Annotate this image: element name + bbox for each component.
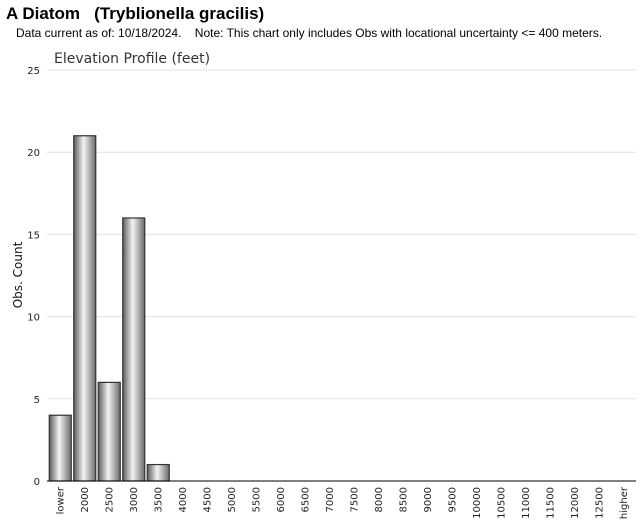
x-tick-label: 11500 <box>545 487 556 519</box>
bar <box>97 381 121 482</box>
bar <box>73 135 97 482</box>
x-tick-label: 9000 <box>423 487 434 512</box>
x-tick-label: 5000 <box>227 487 238 512</box>
x-tick-label: lower <box>55 486 66 514</box>
x-tick-label: 7000 <box>325 487 336 512</box>
y-tick-label: 25 <box>27 66 40 77</box>
x-tick-label: 4000 <box>178 487 189 512</box>
y-tick-label: 0 <box>34 477 40 488</box>
x-tick-label: 10000 <box>472 487 483 519</box>
y-tick-label: 10 <box>27 313 40 324</box>
x-tick-label: 2500 <box>104 487 115 512</box>
y-tick-label: 15 <box>27 230 40 241</box>
x-tick-label: 4500 <box>202 487 213 512</box>
y-tick-label: 5 <box>34 395 40 406</box>
x-tick-label: 12000 <box>570 487 581 519</box>
bar <box>146 463 170 482</box>
bar <box>48 414 72 482</box>
x-tick-label: 9500 <box>447 487 458 512</box>
y-tick-label: 20 <box>27 148 40 159</box>
x-tick-label: 7500 <box>349 487 360 512</box>
y-axis-label: Obs. Count <box>11 241 25 308</box>
bar <box>122 217 146 482</box>
x-tick-label: 11000 <box>521 487 532 519</box>
x-tick-label: 12500 <box>594 487 605 519</box>
x-tick-label: 8000 <box>374 487 385 512</box>
x-tick-label: 2000 <box>80 487 91 512</box>
x-tick-label: 10500 <box>496 487 507 519</box>
x-tick-label: 3000 <box>129 487 140 512</box>
chart-title: Elevation Profile (feet) <box>54 51 210 67</box>
page-title: A Diatom (Tryblionella gracilis) <box>6 4 265 23</box>
x-tick-label: 8500 <box>398 487 409 512</box>
x-tick-label: higher <box>619 486 630 519</box>
page-subtitle: Data current as of: 10/18/2024. Note: Th… <box>16 26 603 40</box>
x-tick-label: 6000 <box>276 487 287 512</box>
x-tick-label: 3500 <box>153 487 164 512</box>
x-tick-label: 6500 <box>300 487 311 512</box>
x-tick-label: 5500 <box>251 487 262 512</box>
